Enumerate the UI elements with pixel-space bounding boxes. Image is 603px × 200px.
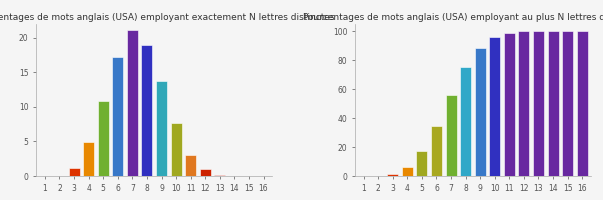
Bar: [142, 45, 153, 176]
Bar: [533, 31, 544, 176]
Bar: [489, 37, 500, 176]
Bar: [171, 123, 182, 176]
Title: Pourcentages de mots anglais (USA) employant exactement N lettres distinctes: Pourcentages de mots anglais (USA) emplo…: [0, 13, 335, 22]
Bar: [127, 30, 138, 176]
Bar: [562, 31, 573, 176]
Bar: [69, 168, 80, 176]
Bar: [83, 142, 94, 176]
Bar: [214, 175, 226, 176]
Bar: [387, 174, 398, 176]
Bar: [156, 81, 167, 176]
Bar: [504, 33, 515, 176]
Bar: [431, 126, 442, 176]
Bar: [200, 169, 210, 176]
Bar: [519, 31, 529, 176]
Bar: [402, 167, 413, 176]
Bar: [446, 95, 456, 176]
Title: Pourcentages de mots anglais (USA) employant au plus N lettres distinctes: Pourcentages de mots anglais (USA) emplo…: [303, 13, 603, 22]
Bar: [576, 31, 588, 176]
Bar: [98, 101, 109, 176]
Bar: [460, 67, 471, 176]
Bar: [548, 31, 558, 176]
Bar: [475, 48, 485, 176]
Bar: [417, 151, 428, 176]
Bar: [185, 155, 196, 176]
Bar: [112, 57, 123, 176]
